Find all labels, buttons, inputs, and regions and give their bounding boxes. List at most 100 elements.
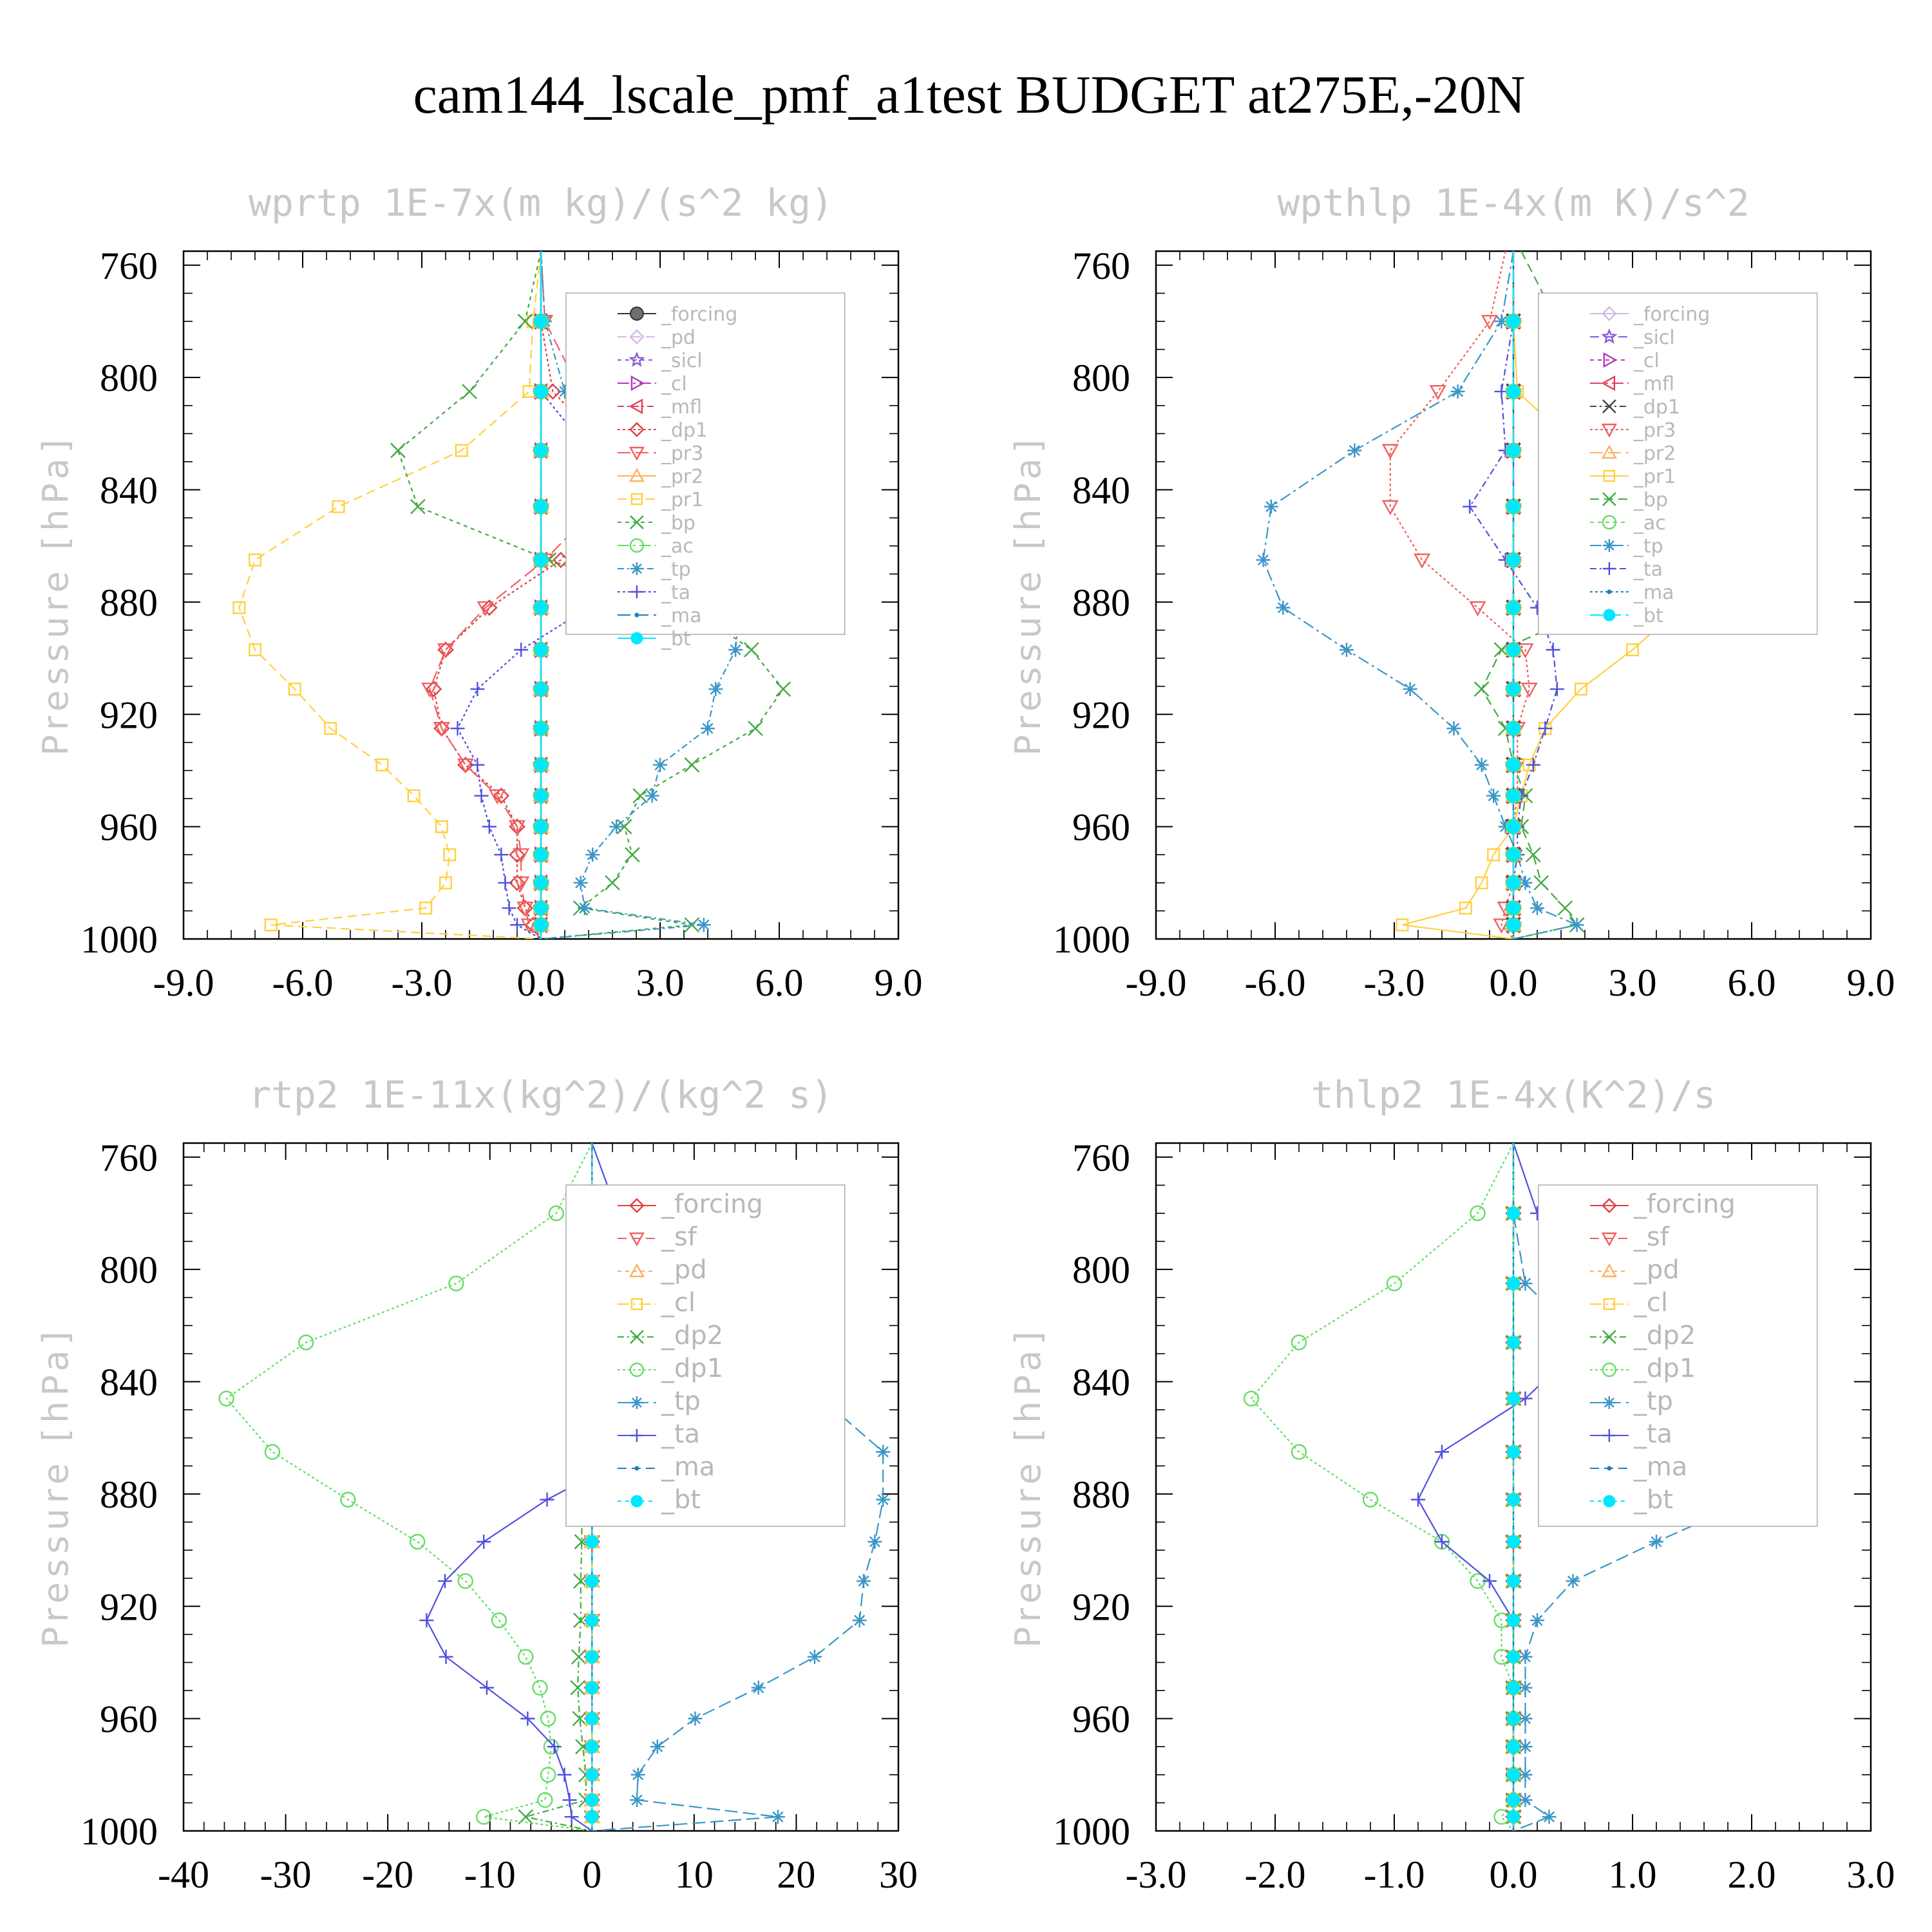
legend-item: _dp1: [1589, 396, 1680, 419]
data-point: [534, 314, 548, 328]
axis-ticks: [1155, 1143, 1871, 1832]
x-tick-label: 1.0: [1609, 1853, 1657, 1896]
y-tick-label: 960: [1072, 806, 1130, 849]
chart-panels: wprtp 1E-7x(m kg)/(s^2 kg) Pressure [hPa]…: [35, 181, 1895, 1896]
data-point: [1411, 1492, 1425, 1507]
legend-label: _cl: [1633, 350, 1660, 372]
legend-marker: [1603, 1495, 1616, 1508]
legend-label: _tp: [1633, 535, 1663, 558]
y-axis-label: Pressure [hPa]: [35, 434, 76, 755]
y-tick-label: 920: [100, 694, 158, 736]
data-point: [1520, 683, 1538, 698]
data-point: [751, 1680, 766, 1695]
y-tick-label: 800: [100, 1249, 158, 1291]
data-point: [1291, 1444, 1307, 1460]
data-point: [1518, 875, 1533, 890]
legend-item: _pr2: [1589, 442, 1676, 465]
series-line: [1250, 1143, 1515, 1831]
data-point: [534, 820, 548, 834]
y-tick-label: 880: [100, 582, 158, 624]
legend-item: _ma: [1589, 582, 1674, 604]
data-point: [1506, 500, 1520, 514]
data-point: [407, 789, 421, 802]
series-line: [1262, 251, 1580, 939]
legend-label: _ta: [661, 582, 690, 604]
data-point: [585, 1712, 599, 1726]
panel-title: wprtp 1E-7x(m kg)/(s^2 kg): [249, 181, 833, 225]
data-point: [517, 314, 533, 329]
legend-label: _pd: [661, 327, 696, 349]
data-point: [518, 1649, 534, 1665]
legend-box: [1538, 292, 1818, 635]
legend-label: _pr2: [1633, 442, 1676, 465]
data-point: [532, 1680, 548, 1696]
legend-marker: [630, 375, 645, 392]
data-point: [1506, 1712, 1520, 1726]
legend-item: _cl: [1589, 350, 1660, 372]
panel-title: wpthlp 1E-4x(m K)/s^2: [1277, 181, 1749, 225]
data-point: [1276, 600, 1291, 615]
data-point: [462, 384, 477, 399]
legend: _forcing_sf_pd_cl _dp2 _dp1 _tp _ta_ma_bt: [565, 1184, 846, 1527]
data-point: [534, 901, 548, 915]
legend-marker: [629, 1362, 645, 1378]
data-point: [457, 1573, 473, 1589]
legend-marker: [1602, 306, 1617, 321]
legend-label: _dp2: [661, 1321, 723, 1350]
data-point: [375, 758, 389, 772]
data-point: [1340, 643, 1354, 657]
x-tick-label: 6.0: [1728, 961, 1776, 1004]
data-point: [1506, 601, 1520, 615]
data-point: [540, 1492, 554, 1507]
panel-title: thlp2 1E-4x(K^2)/s: [1311, 1073, 1716, 1117]
data-point: [1256, 553, 1271, 567]
data-point: [1518, 1680, 1533, 1695]
data-point: [585, 1535, 599, 1549]
legend-marker: [1602, 562, 1616, 575]
y-axis-label: Pressure [hPa]: [1008, 434, 1048, 755]
data-point: [249, 553, 262, 567]
data-point: [494, 848, 509, 862]
data-point: [498, 875, 513, 890]
legend-label: _tp: [661, 558, 691, 581]
data-point: [534, 758, 548, 772]
data-point: [455, 444, 468, 457]
legend-marker: [1601, 375, 1616, 392]
legend-marker: [1602, 1198, 1617, 1213]
data-point: [340, 1492, 356, 1508]
legend-marker: [1602, 539, 1616, 552]
data-point: [425, 681, 442, 697]
legend-marker: [629, 422, 645, 437]
legend-item: _ma: [617, 605, 701, 627]
legend-label: _forcing: [661, 303, 737, 326]
data-point: [457, 758, 474, 774]
legend-item: _cl: [1589, 1288, 1668, 1318]
legend-marker: [629, 329, 645, 345]
data-point: [481, 599, 498, 616]
data-point: [1506, 1810, 1520, 1824]
legend-marker: [1602, 1429, 1616, 1442]
legend-item: _ma: [1589, 1452, 1687, 1482]
legend-item: _pd: [1589, 1255, 1680, 1285]
x-tick-label: -3.0: [392, 961, 453, 1004]
y-tick-label: 760: [1072, 1137, 1130, 1179]
legend-label: _cl: [1633, 1288, 1668, 1318]
legend-item: _sicl: [617, 350, 703, 372]
data-point: [688, 1711, 703, 1726]
x-tick-label: -30: [260, 1853, 312, 1896]
y-tick-label: 840: [1072, 469, 1130, 512]
data-point: [1542, 1810, 1557, 1824]
data-point: [1463, 499, 1477, 514]
legend-marker: [629, 1232, 645, 1247]
legend-label: _ma: [661, 1452, 715, 1482]
data-point: [1569, 918, 1584, 933]
legend-box: [565, 1184, 846, 1527]
data-point: [435, 820, 448, 833]
data-point: [1533, 875, 1549, 891]
data-point: [476, 1809, 492, 1825]
data-point: [585, 1650, 599, 1664]
data-point: [1486, 788, 1501, 803]
legend-label: _mfl: [1633, 373, 1674, 395]
data-point: [264, 918, 278, 932]
legend-item: _pd: [617, 327, 696, 349]
